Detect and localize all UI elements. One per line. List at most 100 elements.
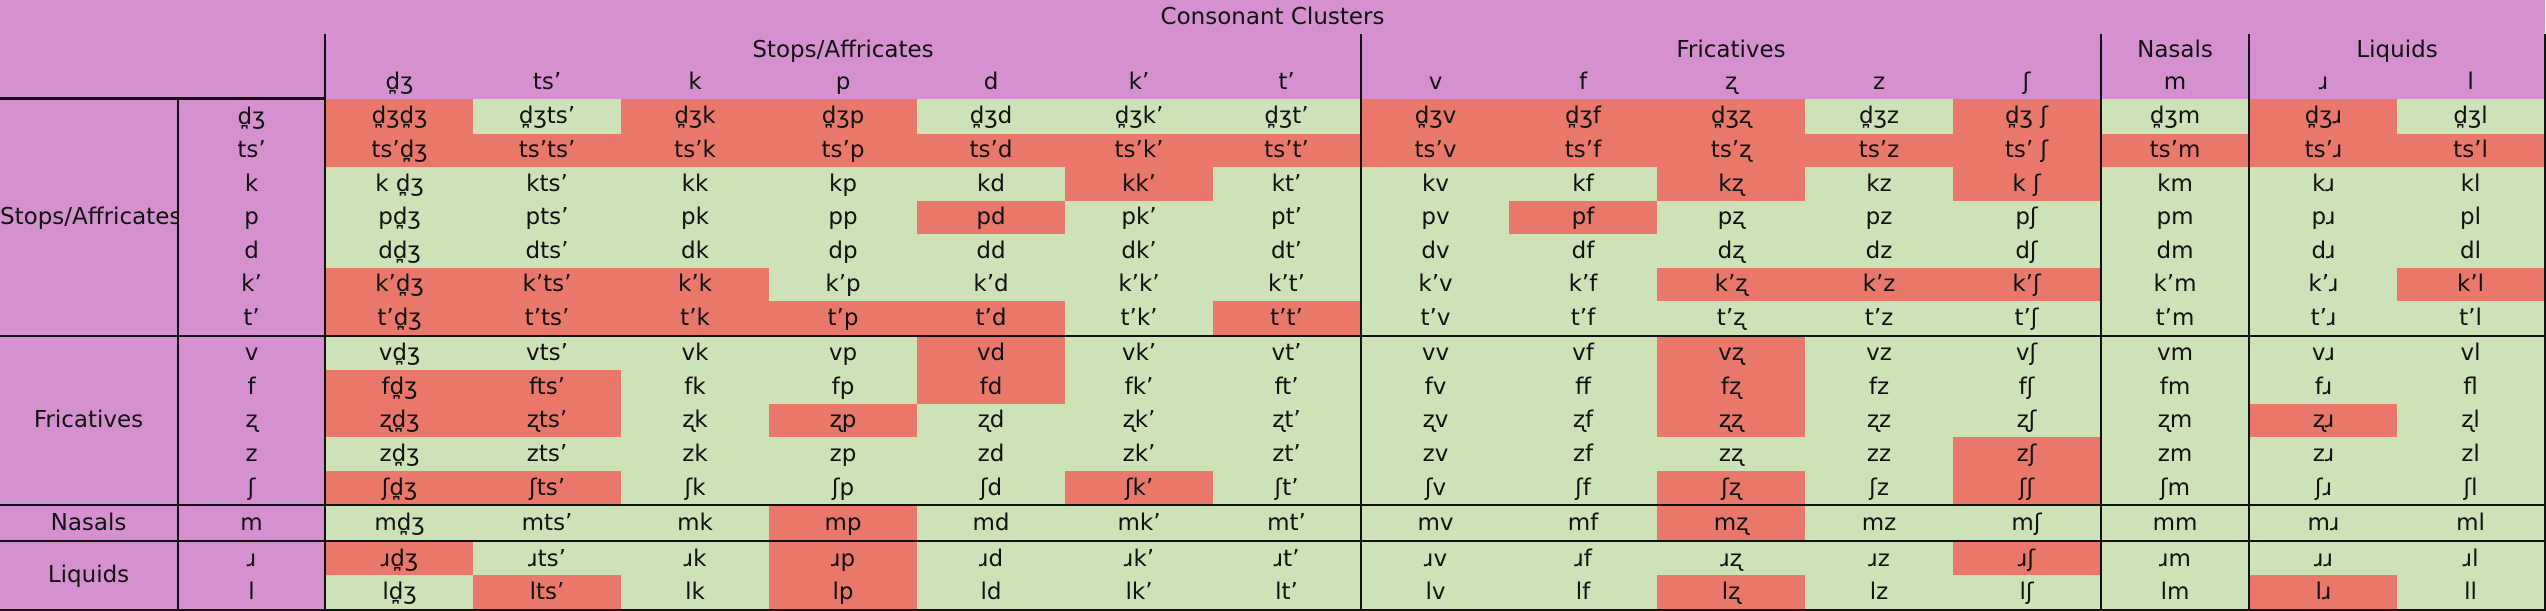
corner-cell <box>0 33 326 101</box>
column-header: k <box>621 66 769 99</box>
cluster-cell-allowed: pl <box>2397 200 2546 235</box>
cluster-cell-allowed: dd <box>917 234 1065 268</box>
cluster-cell-allowed: vts’ <box>473 335 621 371</box>
cluster-cell-allowed: kd <box>917 167 1065 201</box>
cluster-cell-allowed: k’v <box>1361 267 1509 302</box>
cluster-cell-disallowed: d̪ʒʐ <box>1657 98 1805 134</box>
cluster-cell-allowed: dp <box>769 234 917 268</box>
cluster-cell-allowed: fʃ <box>1953 370 2102 404</box>
cluster-cell-disallowed: lts’ <box>473 575 621 611</box>
table-row: ʐ ʐd̪ʒ ʐts’ ʐk ʐp ʐd ʐk’ ʐt’ ʐv ʐf ʐʐ ʐz ʐʃ ʐm ʐɹ ʐl <box>0 403 2546 438</box>
column-header: k’ <box>1065 66 1213 99</box>
column-header: p <box>769 66 917 99</box>
cluster-cell-disallowed: t’d <box>917 301 1065 337</box>
table-row: d dd̪ʒ dts’ dk dp dd dk’ dt’ dv df dʐ dz dʃ dm dɹ dl <box>0 234 2546 268</box>
cluster-cell-allowed: kk <box>621 167 769 201</box>
cluster-cell-allowed: ml <box>2397 505 2546 542</box>
cluster-cell-disallowed: fʐ <box>1657 370 1805 404</box>
cluster-cell-disallowed: lp <box>769 575 917 611</box>
cluster-cell-disallowed: kk’ <box>1065 167 1213 201</box>
column-header-row: d̪ʒ ts’ k p d k’ t’ v f ʐ z ʃ m ɹ l <box>0 66 2546 99</box>
cluster-cell-disallowed: d̪ʒv <box>1361 98 1509 134</box>
cluster-cell-allowed: fv <box>1361 370 1509 404</box>
table-row: ʃ ʃd̪ʒ ʃts’ ʃk ʃp ʃd ʃk’ ʃt’ ʃv ʃf ʃʐ ʃz ʃʃ ʃm ʃɹ ʃl <box>0 470 2546 507</box>
cluster-cell-disallowed: k’d̪ʒ <box>325 267 473 302</box>
cluster-cell-allowed: mk <box>621 505 769 542</box>
cluster-cell-allowed: mk’ <box>1065 505 1213 542</box>
cluster-cell-allowed: dt’ <box>1213 234 1362 268</box>
cluster-cell-allowed: ʃz <box>1805 470 1953 507</box>
row-header: f <box>178 370 326 404</box>
cluster-cell-disallowed: fts’ <box>473 370 621 404</box>
cluster-cell-disallowed: ts’m <box>2101 133 2250 168</box>
cluster-cell-allowed: ft’ <box>1213 370 1362 404</box>
cluster-cell-allowed: ʐk’ <box>1065 403 1213 438</box>
cluster-cell-disallowed: fd <box>917 370 1065 404</box>
cluster-cell-allowed: ɹt’ <box>1213 540 1362 576</box>
cluster-cell-disallowed: k’ts’ <box>473 267 621 302</box>
cluster-cell-disallowed: ʐɹ <box>2249 403 2397 438</box>
cluster-cell-allowed: t’z <box>1805 301 1953 337</box>
cluster-cell-disallowed: k’z <box>1805 267 1953 302</box>
cluster-cell-allowed: ʐf <box>1509 403 1657 438</box>
cluster-cell-allowed: vl <box>2397 335 2546 371</box>
cluster-cell-allowed: ʐd <box>917 403 1065 438</box>
cluster-cell-allowed: zl <box>2397 437 2546 471</box>
cluster-cell-allowed: zd̪ʒ <box>325 437 473 471</box>
cluster-cell-allowed: k’p <box>769 267 917 302</box>
row-header: z <box>178 437 326 471</box>
cluster-cell-disallowed: ʐts’ <box>473 403 621 438</box>
cluster-cell-disallowed: t’ts’ <box>473 301 621 337</box>
row-group-label: Stops/Affricates <box>0 98 179 337</box>
cluster-cell-allowed: fp <box>769 370 917 404</box>
table-row: Nasals m md̪ʒ mts’ mk mp md mk’ mt’ mv mf mʐ mz mʃ mm m… <box>0 505 2546 542</box>
cluster-cell-allowed: t’v <box>1361 301 1509 337</box>
cluster-cell-allowed: ʐz <box>1805 403 1953 438</box>
row-header: ʐ <box>178 403 326 438</box>
cluster-cell-disallowed: d̪ʒp <box>769 98 917 134</box>
cluster-cell-allowed: md <box>917 505 1065 542</box>
cluster-cell-disallowed: k’k <box>621 267 769 302</box>
row-header: d <box>178 234 326 268</box>
cluster-cell-allowed: ʃk <box>621 470 769 507</box>
cluster-cell-allowed: lv <box>1361 575 1509 611</box>
cluster-cell-allowed: pp <box>769 200 917 235</box>
cluster-cell-allowed: ʃm <box>2101 470 2250 507</box>
cluster-cell-allowed: ld <box>917 575 1065 611</box>
column-header: ɹ <box>2249 66 2397 99</box>
cluster-cell-allowed: t’m <box>2101 301 2250 337</box>
table-row: ts’ ts’d̪ʒ ts’ts’ ts’k ts’p ts’d ts’k’ ts’t’ ts’… <box>0 133 2546 168</box>
cluster-cell-allowed: ʐt’ <box>1213 403 1362 438</box>
cluster-cell-disallowed: t’d̪ʒ <box>325 301 473 337</box>
row-header: k’ <box>178 267 326 302</box>
cluster-cell-allowed: fm <box>2101 370 2250 404</box>
cluster-cell-allowed: lʃ <box>1953 575 2102 611</box>
table-row: f fd̪ʒ fts’ fk fp fd fk’ ft’ fv ff fʐ fz fʃ fm fɹ fl <box>0 370 2546 404</box>
cluster-cell-disallowed: ts’ʐ <box>1657 133 1805 168</box>
cluster-cell-allowed: fk <box>621 370 769 404</box>
column-group-row: Stops/Affricates Fricatives Nasals Liquids <box>0 33 2546 101</box>
cluster-cell-allowed: dm <box>2101 234 2250 268</box>
cluster-cell-allowed: mts’ <box>473 505 621 542</box>
cluster-cell-disallowed: ɹd̪ʒ <box>325 540 473 576</box>
row-header: ʃ <box>178 470 326 507</box>
cluster-cell-allowed: d̪ʒd <box>917 98 1065 134</box>
cluster-cell-allowed: zk <box>621 437 769 471</box>
cluster-cell-allowed: zm <box>2101 437 2250 471</box>
cluster-cell-allowed: k’ɹ <box>2249 267 2397 302</box>
cluster-cell-allowed: t’l <box>2397 301 2546 337</box>
row-header: m <box>178 505 326 542</box>
cluster-cell-allowed: zp <box>769 437 917 471</box>
cluster-cell-disallowed: k’l <box>2397 267 2546 302</box>
cluster-cell-allowed: pɹ <box>2249 200 2397 235</box>
cluster-cell-disallowed: vd <box>917 335 1065 371</box>
cluster-cell-disallowed: d̪ʒf <box>1509 98 1657 134</box>
cluster-cell-disallowed: t’p <box>769 301 917 337</box>
cluster-cell-allowed: vɹ <box>2249 335 2397 371</box>
table-row: t’ t’d̪ʒ t’ts’ t’k t’p t’d t’k’ t’t’ t’v t’f t’ʐ t’… <box>0 301 2546 337</box>
cluster-cell-allowed: k’d <box>917 267 1065 302</box>
cluster-cell-allowed: lf <box>1509 575 1657 611</box>
column-header: d̪ʒ <box>325 66 473 99</box>
cluster-cell-disallowed: d̪ʒɹ <box>2249 98 2397 134</box>
cluster-cell-disallowed: mp <box>769 505 917 542</box>
